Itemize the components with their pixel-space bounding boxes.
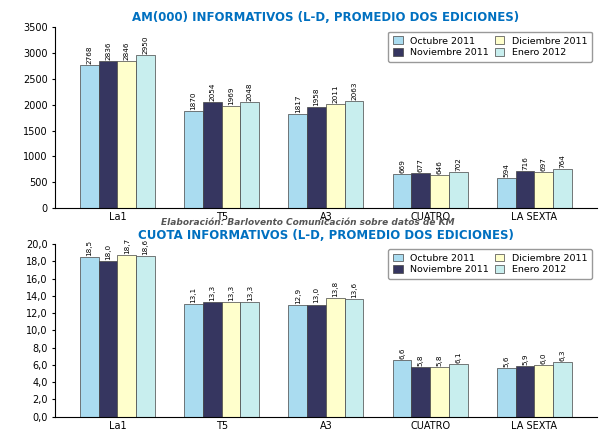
Text: 5,6: 5,6 (503, 356, 509, 367)
Bar (184, 304, 203, 417)
Bar (240, 102, 260, 208)
Text: 1958: 1958 (314, 87, 320, 106)
Bar (240, 302, 260, 417)
Bar (184, 112, 203, 208)
Text: Elaboración: Barlovento Comunicación sobre datos de KM: Elaboración: Barlovento Comunicación sob… (161, 218, 454, 227)
Bar (553, 169, 572, 208)
Text: 2054: 2054 (209, 82, 215, 101)
Text: 12,9: 12,9 (295, 288, 301, 304)
Bar (99, 262, 117, 417)
Text: 2063: 2063 (351, 82, 357, 100)
Bar (449, 364, 468, 417)
Text: 13,1: 13,1 (191, 287, 197, 303)
Text: 2836: 2836 (105, 42, 111, 60)
Text: 2048: 2048 (247, 83, 253, 101)
Text: 13,3: 13,3 (228, 285, 234, 301)
Bar (553, 362, 572, 417)
Bar (222, 106, 240, 208)
Text: 5,8: 5,8 (418, 354, 424, 366)
Text: 594: 594 (503, 163, 509, 177)
Text: 13,3: 13,3 (209, 285, 215, 301)
Text: 6,1: 6,1 (455, 352, 461, 363)
Text: 5,9: 5,9 (522, 353, 528, 365)
Bar (449, 172, 468, 208)
Bar (345, 101, 363, 208)
Bar (307, 305, 326, 417)
Legend: Octubre 2011, Noviembre 2011, Diciembre 2011, Enero 2012: Octubre 2011, Noviembre 2011, Diciembre … (389, 249, 592, 279)
Text: 702: 702 (455, 157, 461, 171)
Text: 13,0: 13,0 (314, 287, 320, 303)
Bar (326, 297, 345, 417)
Text: 18,7: 18,7 (124, 238, 130, 254)
Text: 6,6: 6,6 (399, 347, 405, 359)
Text: 2011: 2011 (332, 85, 338, 103)
Bar (515, 171, 534, 208)
Bar (534, 172, 553, 208)
Bar (222, 302, 240, 417)
Bar (80, 65, 99, 208)
Legend: Octubre 2011, Noviembre 2011, Diciembre 2011, Enero 2012: Octubre 2011, Noviembre 2011, Diciembre … (389, 32, 592, 62)
Bar (497, 177, 515, 208)
Text: 1870: 1870 (191, 92, 197, 111)
Bar (203, 302, 222, 417)
Text: 13,3: 13,3 (247, 285, 253, 301)
Bar (534, 365, 553, 417)
Text: 18,6: 18,6 (143, 239, 149, 255)
Bar (392, 174, 411, 208)
Text: 2768: 2768 (86, 45, 92, 64)
Text: 2950: 2950 (143, 36, 149, 55)
Bar (326, 104, 345, 208)
Bar (137, 256, 155, 417)
Text: 18,5: 18,5 (86, 240, 92, 256)
Text: 1969: 1969 (228, 87, 234, 105)
Bar (411, 173, 430, 208)
Text: 6,0: 6,0 (541, 353, 547, 364)
Title: CUOTA INFORMATIVOS (L-D, PROMEDIO DOS EDICIONES): CUOTA INFORMATIVOS (L-D, PROMEDIO DOS ED… (138, 228, 514, 241)
Bar (497, 368, 515, 417)
Bar (117, 61, 137, 208)
Text: 1817: 1817 (295, 95, 301, 113)
Bar (117, 255, 137, 417)
Text: 18,0: 18,0 (105, 244, 111, 260)
Bar (430, 175, 449, 208)
Bar (515, 366, 534, 417)
Title: AM(000) INFORMATIVOS (L-D, PROMEDIO DOS EDICIONES): AM(000) INFORMATIVOS (L-D, PROMEDIO DOS … (132, 11, 520, 24)
Text: 13,6: 13,6 (351, 282, 357, 298)
Text: 697: 697 (541, 157, 547, 171)
Text: 646: 646 (437, 160, 443, 174)
Bar (430, 366, 449, 417)
Text: 677: 677 (418, 159, 424, 172)
Text: 5,8: 5,8 (437, 354, 443, 366)
Bar (411, 366, 430, 417)
Text: 764: 764 (560, 154, 566, 168)
Bar (80, 257, 99, 417)
Bar (392, 360, 411, 417)
Text: 6,3: 6,3 (560, 350, 566, 361)
Text: 2846: 2846 (124, 41, 130, 60)
Text: 669: 669 (399, 159, 405, 173)
Bar (137, 56, 155, 208)
Text: 13,8: 13,8 (332, 280, 338, 297)
Bar (288, 306, 307, 417)
Text: 716: 716 (522, 156, 528, 170)
Bar (99, 61, 117, 208)
Bar (288, 114, 307, 208)
Bar (203, 102, 222, 208)
Bar (345, 299, 363, 417)
Bar (307, 107, 326, 208)
